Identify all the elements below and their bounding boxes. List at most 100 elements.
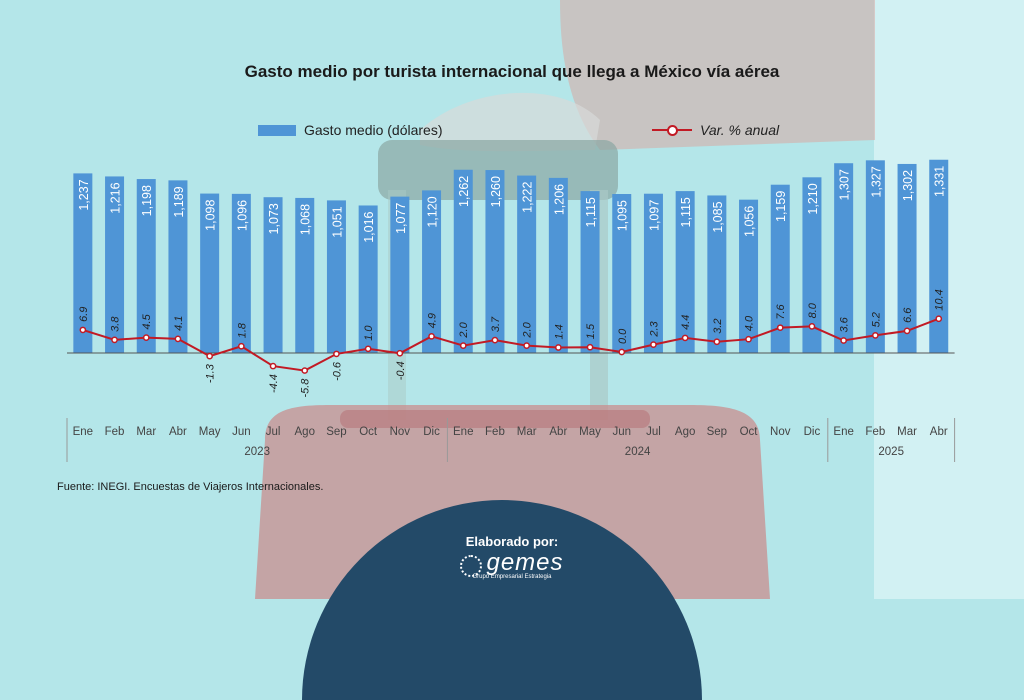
bar-label-6: 1,073 [267, 203, 281, 234]
variation-label-27: 10.4 [934, 289, 946, 310]
bar-18 [643, 193, 663, 353]
gemes-logo: gemes Grupo Empresarial Estrategia [0, 549, 1024, 580]
bar-label-19: 1,115 [679, 197, 693, 227]
bar-label-27: 1,331 [933, 166, 947, 197]
variation-point-12 [459, 342, 467, 349]
bar-4 [200, 193, 220, 353]
month-label-24: Ene [833, 426, 853, 438]
variation-label-6: -4.4 [268, 374, 280, 393]
bar-20 [707, 195, 727, 353]
month-label-8: Sep [326, 426, 346, 438]
variation-label-18: 2.3 [648, 320, 660, 337]
variation-label-21: 4.0 [744, 315, 756, 331]
bar-label-10: 1,077 [394, 203, 408, 234]
bar-2 [136, 179, 156, 353]
month-label-22: Nov [770, 426, 791, 438]
hand-shape [420, 92, 600, 152]
bar-12 [453, 169, 473, 353]
month-label-23: Dic [804, 426, 821, 438]
bar-label-0: 1,237 [77, 179, 91, 210]
bar-label-2: 1,198 [140, 185, 154, 216]
legend-line-label: Var. % anual [700, 122, 780, 138]
variation-point-20 [713, 338, 721, 346]
variation-label-13: 3.7 [490, 316, 502, 332]
bar-label-7: 1,068 [299, 204, 313, 235]
variation-label-22: 7.6 [775, 304, 787, 320]
bar-label-18: 1,097 [647, 200, 661, 231]
month-label-5: Jun [232, 426, 251, 438]
variation-label-5: 1.8 [236, 322, 248, 338]
variation-point-10 [396, 349, 404, 357]
month-label-21: Oct [740, 426, 759, 438]
variation-point-8 [333, 350, 340, 358]
variation-label-20: 3.2 [712, 318, 724, 333]
variation-label-16: 1.5 [585, 323, 597, 339]
chart-title: Gasto medio por turista internacional qu… [244, 62, 780, 81]
month-label-25: Feb [865, 426, 885, 438]
variation-label-19: 4.4 [680, 315, 692, 330]
logo-dots-icon [460, 554, 483, 577]
bar-label-22: 1,159 [774, 191, 788, 222]
bar-label-17: 1,095 [616, 200, 630, 231]
bar-value-labels: 1,237 1,216 1,198 1,189 1,098 1,096 1,073 1,068… [77, 166, 947, 243]
variation-label-12: 2.0 [458, 321, 470, 338]
month-label-27: Abr [930, 426, 948, 438]
month-label-13: Feb [485, 426, 505, 438]
variation-point-17 [618, 348, 626, 356]
variation-point-7 [301, 367, 309, 374]
bar-label-5: 1,096 [235, 200, 249, 231]
variation-label-8: -0.6 [331, 361, 343, 381]
variation-point-27 [935, 315, 943, 323]
legend-bars-label: Gasto medio (dólares) [304, 122, 443, 138]
month-label-11: Dic [423, 426, 440, 438]
variation-point-16 [586, 343, 594, 351]
variation-label-10: -0.4 [395, 361, 407, 380]
bar-21 [739, 199, 759, 353]
month-label-12: Ene [453, 426, 473, 438]
month-label-26: Mar [897, 426, 917, 438]
bar-label-25: 1,327 [869, 166, 883, 197]
suitcase-top-grip [340, 410, 650, 428]
variation-point-4 [206, 352, 213, 360]
month-label-20: Sep [707, 426, 727, 438]
bar-8 [326, 200, 346, 353]
variation-point-13 [491, 336, 499, 344]
bar-14 [517, 175, 537, 353]
bar-15 [548, 177, 568, 353]
variation-line [79, 315, 943, 374]
month-label-10: Nov [390, 426, 411, 438]
bar-25 [865, 160, 885, 353]
month-label-3: Abr [169, 426, 187, 438]
month-label-1: Feb [105, 426, 125, 438]
elaborado-label: Elaborado por: [465, 534, 559, 549]
variation-point-22 [776, 324, 784, 332]
variation-point-15 [555, 344, 562, 351]
month-label-6: Jul [266, 426, 281, 438]
variation-point-24 [840, 337, 848, 344]
bar-label-9: 1,016 [362, 211, 376, 242]
variation-polyline [82, 317, 940, 372]
variation-point-3 [174, 335, 182, 343]
bar-23 [802, 177, 822, 353]
month-label-9: Oct [359, 426, 378, 438]
bar-label-24: 1,307 [838, 169, 852, 200]
variation-point-26 [903, 327, 911, 335]
variation-label-26: 6.6 [902, 307, 914, 323]
bar-label-14: 1,222 [521, 182, 535, 213]
variation-point-2 [142, 334, 150, 341]
bar-label-12: 1,262 [457, 176, 471, 207]
bar-5 [231, 193, 251, 353]
month-label-4: May [199, 426, 221, 438]
bar-label-1: 1,216 [109, 182, 123, 213]
variation-label-15: 1.4 [553, 324, 565, 339]
bar-16 [580, 191, 600, 353]
bar-22 [770, 184, 790, 353]
bar-label-20: 1,085 [711, 201, 725, 232]
year-label-1: 2024 [625, 446, 651, 458]
variation-point-25 [872, 332, 879, 339]
variation-point-6 [269, 362, 277, 370]
variation-label-9: 1.0 [363, 325, 375, 341]
bar-label-21: 1,056 [743, 206, 757, 237]
variation-point-11 [428, 332, 435, 340]
year-label-2: 2025 [878, 446, 904, 458]
